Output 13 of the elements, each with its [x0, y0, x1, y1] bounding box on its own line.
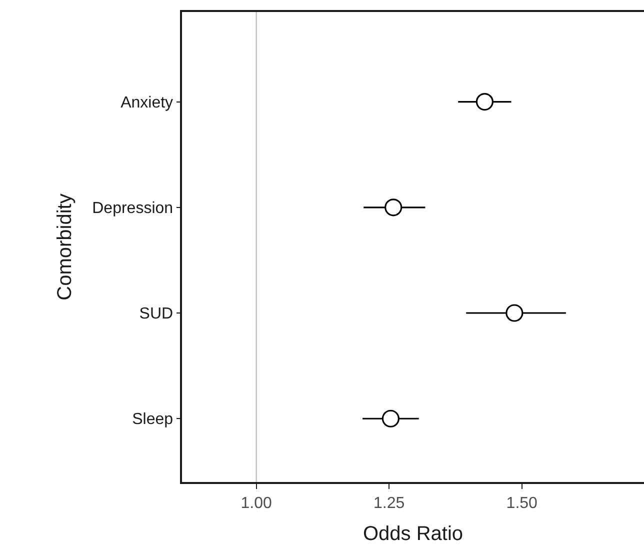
- y-tick-label: Depression: [92, 200, 174, 217]
- x-tick-label: 1.50: [506, 494, 538, 512]
- y-tick-label: SUD: [139, 306, 174, 323]
- point: [506, 304, 524, 322]
- x-tick-label: 1.25: [374, 494, 405, 512]
- x-axis-title: Odds Ratio: [362, 522, 464, 545]
- y-tick-label: Anxiety: [120, 94, 174, 112]
- y-axis-title: Comorbidity: [54, 194, 76, 300]
- x-tick-label: 1.00: [240, 494, 272, 512]
- point: [382, 410, 400, 428]
- point: [476, 92, 494, 111]
- point: [384, 198, 402, 216]
- y-tick-label: Sleep: [132, 411, 174, 428]
